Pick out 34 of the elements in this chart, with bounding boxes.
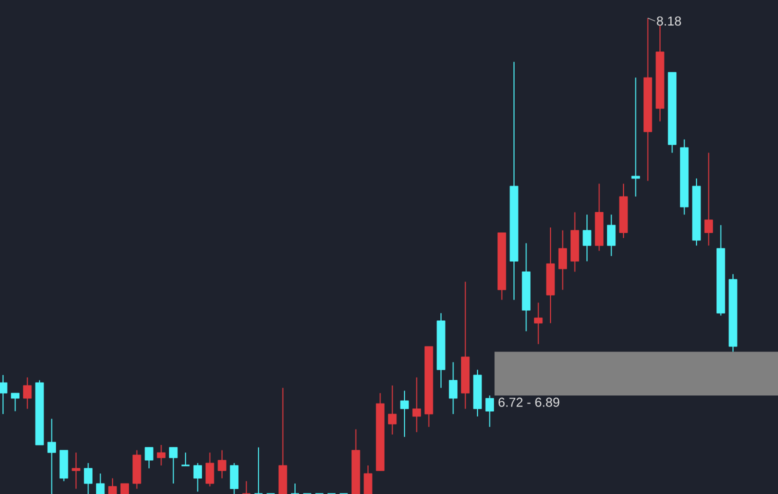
- candlestick: [607, 214, 616, 257]
- candlestick: [84, 462, 92, 494]
- candlestick: [290, 483, 300, 494]
- candlestick: [582, 214, 592, 262]
- candlestick: [412, 376, 421, 433]
- candlestick: [72, 452, 80, 490]
- candlestick: [400, 390, 409, 438]
- candlestick: [156, 444, 166, 466]
- candlestick: [0, 374, 8, 415]
- candlestick: [193, 462, 202, 492]
- candlestick: [120, 483, 129, 494]
- candlestick: [631, 77, 640, 198]
- candlestick: [704, 152, 713, 246]
- candlestick: [96, 473, 105, 494]
- annotation: 8.18: [656, 16, 681, 26]
- candlestick: [180, 452, 190, 466]
- band-label: 6.72 - 6.89: [498, 398, 560, 407]
- candlestick: [254, 446, 264, 494]
- candlestick: [206, 452, 214, 487]
- candlestick: [10, 392, 20, 412]
- candlestick: [169, 446, 178, 484]
- candlestick: [230, 462, 238, 494]
- candlestick: [23, 376, 32, 410]
- candlestick: [242, 480, 252, 494]
- candlestick: [448, 362, 458, 415]
- candlestick: [47, 418, 56, 494]
- candlestick: [108, 478, 117, 494]
- candlestick: [534, 302, 543, 345]
- candlestick: [144, 446, 154, 469]
- candlestick: [485, 394, 494, 428]
- candlestick: [218, 450, 226, 479]
- candlestick: [364, 464, 372, 494]
- candlestick: [558, 230, 567, 290]
- candlestick: [388, 384, 397, 436]
